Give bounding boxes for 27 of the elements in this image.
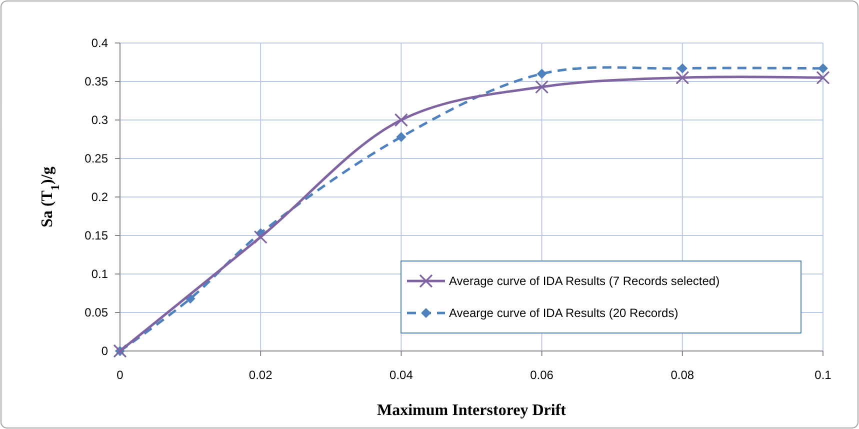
x-tick-label: 0 (116, 368, 124, 382)
y-tick-label: 0.1 (91, 267, 108, 282)
legend-label: Average curve of IDA Results (7 Records selected) (449, 274, 720, 288)
point (677, 63, 688, 74)
x-tick-label: 0.08 (670, 368, 694, 382)
x-tick-label: 0.04 (390, 368, 414, 382)
x-axis-title: Maximum Interstorey Drift (377, 402, 567, 419)
x-tick-label: 0.06 (530, 368, 554, 382)
legend-label: Avearge curve of IDA Results (20 Records) (449, 306, 678, 320)
point (254, 230, 268, 244)
point (535, 80, 549, 94)
y-tick-label: 0.05 (84, 306, 108, 320)
y-tick-label: 0.35 (84, 74, 108, 89)
y-tick-label: 0.3 (91, 113, 108, 128)
y-tick-label: 0.15 (84, 228, 108, 243)
y-tick-label: 0.2 (91, 190, 108, 204)
x-tick-label: 0.02 (248, 368, 273, 382)
y-tick-label: 0.4 (91, 36, 108, 50)
point (536, 68, 547, 79)
point (818, 63, 828, 74)
y-tick-label: 0 (101, 344, 108, 358)
point (816, 70, 830, 84)
y-tick-label: 0.25 (84, 152, 108, 166)
x-tick-label: 0.1 (814, 368, 832, 382)
point (396, 132, 406, 142)
point (676, 70, 690, 84)
point (394, 113, 408, 127)
